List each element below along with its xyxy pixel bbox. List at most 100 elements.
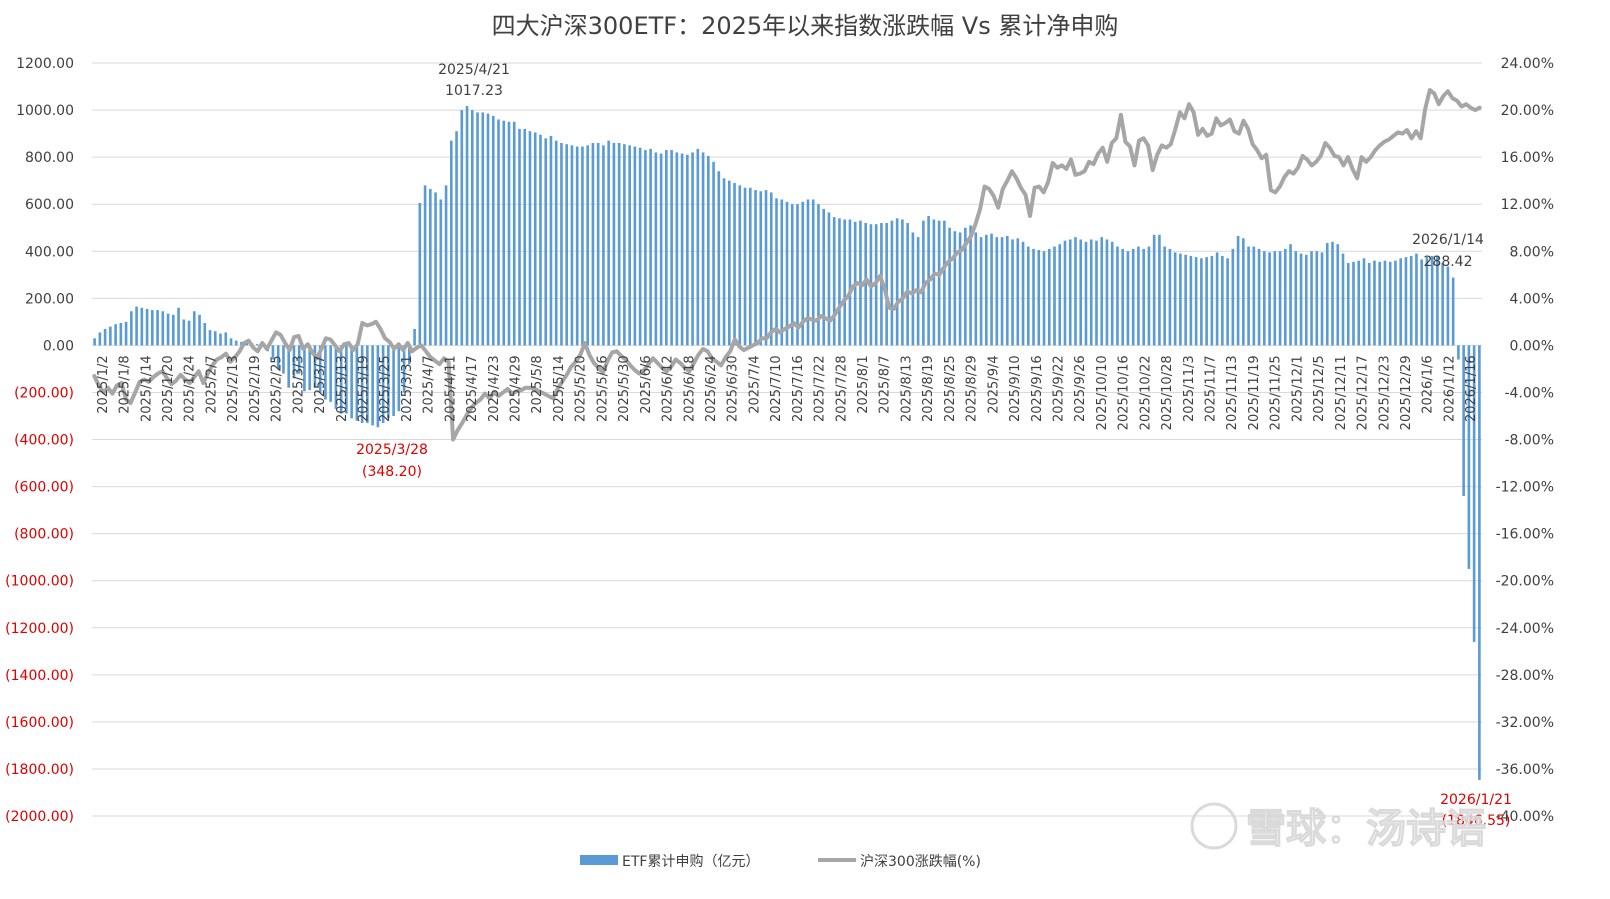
- bar: [213, 331, 217, 346]
- x-tick-label: 2025/11/7: [1204, 355, 1219, 422]
- bar: [203, 323, 207, 346]
- x-tick-label: 2025/8/7: [878, 355, 893, 413]
- right-axis-ticks: 24.00% 20.00% 16.00% 12.00% 8.00% 4.00% 0.00% -…: [1496, 56, 1554, 825]
- bar: [943, 220, 946, 346]
- bar: [748, 187, 752, 346]
- bar: [1079, 239, 1083, 346]
- annotation-jan14: 2026/1/14 288.42: [1412, 232, 1484, 270]
- bar: [1467, 345, 1471, 569]
- bar: [738, 185, 742, 346]
- bar: [318, 345, 322, 393]
- bar: [707, 155, 710, 346]
- bar: [219, 333, 222, 346]
- right-tick-label: -40.00%: [1496, 809, 1554, 825]
- bar: [560, 143, 563, 346]
- bar: [287, 345, 291, 388]
- left-tick-label: (2000.00): [5, 809, 74, 825]
- x-tick-label: 2025/4/7: [422, 355, 437, 413]
- bar: [727, 180, 731, 346]
- bar: [544, 138, 548, 346]
- x-tick-label: 2025/1/14: [139, 355, 154, 422]
- x-tick-label: 2025/10/10: [1095, 355, 1110, 430]
- x-tick-label: 2025/10/28: [1160, 355, 1175, 430]
- x-tick-label: 2026/1/12: [1442, 355, 1457, 422]
- bar: [156, 310, 159, 346]
- bar: [182, 319, 186, 346]
- bar: [512, 121, 516, 346]
- right-tick-label: -4.00%: [1504, 385, 1554, 401]
- bar: [1058, 244, 1062, 346]
- bar: [1299, 253, 1303, 346]
- bar: [161, 311, 165, 346]
- bar: [617, 143, 621, 346]
- bar: [245, 343, 249, 346]
- x-tick-label: 2025/11/3: [1182, 355, 1197, 422]
- right-tick-label: -28.00%: [1496, 668, 1554, 684]
- bar: [722, 178, 726, 346]
- annotation-jan14-date: 2026/1/14: [1412, 232, 1484, 248]
- bar: [838, 218, 841, 346]
- bar: [303, 345, 306, 392]
- right-tick-label: 8.00%: [1510, 244, 1554, 260]
- bar: [1226, 258, 1229, 346]
- right-tick-label: -12.00%: [1496, 480, 1554, 496]
- bar: [1257, 248, 1261, 346]
- annotation-peak-date: 2025/4/21: [438, 62, 510, 78]
- bar: [953, 231, 957, 346]
- bar: [575, 146, 579, 346]
- bar: [1236, 235, 1240, 346]
- x-tick-label: 2025/1/20: [161, 355, 176, 422]
- bar: [1158, 234, 1161, 346]
- bar: [187, 320, 191, 346]
- bar: [612, 143, 616, 346]
- x-tick-label: 2025/1/2: [96, 355, 111, 413]
- x-tick-label: 2025/5/14: [552, 355, 567, 422]
- bar: [701, 152, 705, 346]
- left-tick-label: 1200.00: [16, 56, 74, 72]
- bar: [1420, 259, 1423, 346]
- bar: [937, 220, 941, 346]
- bar: [465, 106, 469, 346]
- bar: [1310, 251, 1313, 346]
- bar: [602, 145, 605, 346]
- x-tick-label: 2025/5/30: [617, 355, 632, 422]
- x-tick-label: 2025/8/19: [921, 355, 936, 422]
- bar: [843, 219, 847, 346]
- x-tick-label: 2025/8/13: [899, 355, 914, 422]
- bar: [638, 147, 642, 346]
- right-tick-label: -24.00%: [1496, 621, 1554, 637]
- x-tick-label: 2026/1/16: [1464, 355, 1479, 422]
- bar: [1278, 251, 1282, 346]
- bar: [1095, 240, 1098, 346]
- bar: [565, 144, 569, 346]
- x-tick-label: 2025/4/11: [443, 355, 458, 422]
- x-tick-label: 2025/7/10: [769, 355, 784, 422]
- left-tick-label: (1200.00): [5, 621, 74, 637]
- bar: [1205, 257, 1208, 346]
- left-axis-ticks: 1200.00 1000.00 800.00 600.00 400.00 200.00 0.…: [5, 56, 74, 825]
- bar: [114, 324, 117, 346]
- bar: [1126, 251, 1130, 346]
- x-tick-label: 2025/6/18: [682, 355, 697, 422]
- x-tick-label: 2025/9/16: [1030, 355, 1045, 422]
- bar: [1247, 246, 1250, 346]
- bar: [1415, 253, 1418, 346]
- bar: [733, 183, 736, 346]
- x-tick-label: 2025/8/29: [965, 355, 980, 422]
- bar: [166, 313, 170, 346]
- bar: [418, 203, 422, 346]
- bar: [392, 345, 395, 416]
- bar: [864, 223, 867, 346]
- bar: [1032, 248, 1035, 346]
- bar: [633, 146, 637, 346]
- bar: [1016, 238, 1020, 346]
- bar: [1189, 255, 1193, 346]
- left-tick-label: 600.00: [25, 197, 74, 213]
- bar: [806, 199, 810, 346]
- bar: [145, 308, 149, 346]
- bar: [1026, 246, 1030, 346]
- bar: [964, 227, 967, 346]
- x-tick-label: 2025/6/24: [704, 355, 719, 422]
- bar: [901, 219, 904, 346]
- bar: [491, 115, 495, 346]
